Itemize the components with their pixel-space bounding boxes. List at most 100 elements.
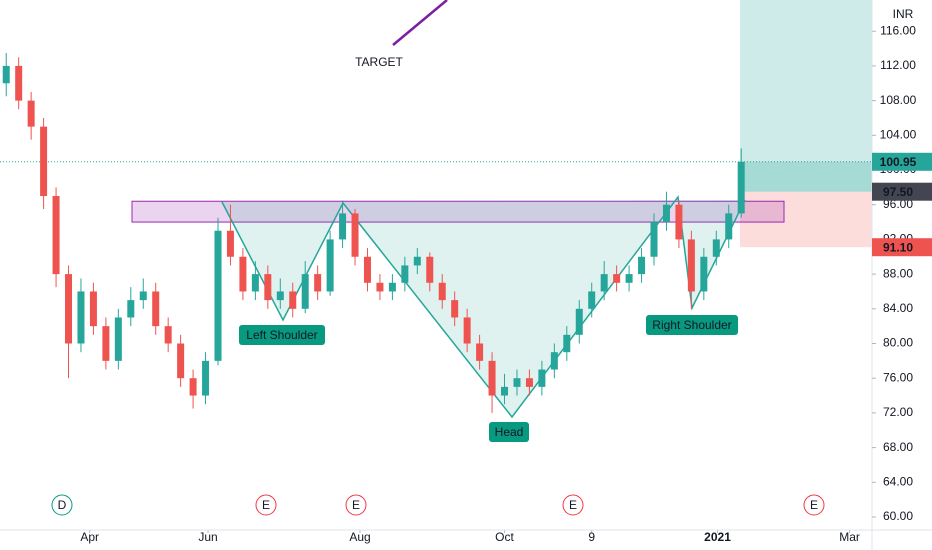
candle-body (339, 213, 347, 240)
x-tick-label: Mar (839, 530, 860, 544)
candle-body (575, 308, 583, 335)
candle-body (550, 352, 558, 370)
candle-body (276, 291, 284, 301)
candle-body (226, 230, 234, 257)
candle-body (712, 239, 720, 257)
candle-body (525, 378, 533, 387)
candle-body (737, 161, 745, 214)
event-marker (562, 494, 584, 516)
candle-body (451, 300, 459, 318)
candle-body (314, 274, 322, 292)
drawings-back (0, 0, 872, 419)
left-shoulder-label-bg (239, 325, 325, 345)
y-tick-label: 104.00 (880, 127, 917, 141)
x-tick-label: 9 (588, 530, 595, 544)
candle-body (52, 196, 60, 275)
head-label-bg (489, 422, 529, 442)
event-marker (51, 494, 73, 516)
candle-body (388, 282, 396, 292)
candle-body (638, 256, 646, 275)
price-label-bg (872, 152, 932, 171)
event-marker (345, 494, 367, 516)
candle-body (326, 239, 334, 292)
y-tick-label: 116.00 (880, 23, 916, 37)
candle-body (214, 230, 222, 361)
candle-body (40, 126, 48, 197)
candle-body (376, 282, 384, 292)
candle-body (139, 291, 147, 301)
candle-body (239, 256, 247, 292)
candle-body (538, 369, 546, 387)
candle-body (114, 317, 122, 361)
candle-body (613, 274, 621, 283)
candle-body (65, 274, 73, 344)
candle-body (513, 378, 521, 387)
candle-body (687, 239, 695, 292)
candle-body (202, 360, 210, 396)
right-shoulder-label: Right Shoulder (652, 318, 731, 332)
candle-body (625, 274, 633, 283)
candle-body (264, 274, 272, 301)
event-marker (803, 494, 825, 516)
candle-body (463, 317, 471, 344)
left-shoulder-label: Left Shoulder (246, 328, 317, 342)
candle-body (15, 65, 23, 101)
right-shoulder-label-bg (646, 315, 738, 335)
target-label: TARGET (355, 55, 403, 69)
x-tick-label: 2021 (704, 530, 731, 544)
candle-body (289, 291, 297, 309)
x-tick-label: Oct (495, 530, 514, 544)
price-label: 100.95 (880, 155, 917, 169)
price-label: 97.50 (883, 185, 913, 199)
candle-body (177, 343, 185, 379)
candle-body (77, 291, 85, 344)
candle-body (600, 274, 608, 292)
event-label: E (352, 498, 360, 512)
event-label: E (262, 498, 270, 512)
event-label: D (58, 498, 67, 512)
y-tick-label: 72.00 (883, 405, 913, 419)
x-tick-label: Aug (349, 530, 370, 544)
drawings-front: TARGET Left Shoulder Head Right Shoulder D E E… (51, 0, 825, 516)
y-tick-label: 76.00 (883, 370, 913, 384)
x-tick-label: Apr (80, 530, 99, 544)
y-tick-label: 108.00 (880, 93, 917, 107)
event-label: E (569, 498, 577, 512)
y-tick-label: 60.00 (883, 509, 913, 523)
candle-body (725, 213, 733, 240)
price-label-bg (872, 238, 932, 257)
candle-body (413, 256, 421, 266)
candle-body (301, 274, 309, 309)
profit-run (740, 161, 872, 192)
candle-body (89, 291, 97, 327)
candle-body (2, 65, 10, 84)
candle-body (251, 274, 259, 292)
pattern-line (221, 195, 746, 419)
target-arrow (392, 0, 448, 46)
price-label: 91.10 (883, 240, 913, 254)
candle-body (563, 334, 571, 353)
candle-body (476, 343, 484, 361)
candle-body (488, 360, 496, 396)
head-label: Head (495, 425, 524, 439)
candle-body (675, 204, 683, 240)
candle-body (164, 326, 172, 344)
neckline-zone (131, 200, 785, 223)
event-label: E (810, 498, 818, 512)
price-label-bg (872, 182, 932, 201)
candle-body (650, 222, 658, 257)
candle-body (152, 291, 160, 327)
y-tick-label: 68.00 (883, 440, 913, 454)
y-tick-label: 112.00 (880, 58, 916, 72)
y-tick-label: 88.00 (883, 266, 913, 280)
candle-body (700, 256, 708, 292)
y-tick-label: 80.00 (883, 336, 913, 350)
candle-body (127, 300, 135, 318)
candle-body (363, 256, 371, 283)
target-box (740, 0, 872, 192)
candles (2, 52, 745, 413)
candle-body (426, 256, 434, 283)
x-tick-label: Jun (198, 530, 217, 544)
event-marker (255, 494, 277, 516)
